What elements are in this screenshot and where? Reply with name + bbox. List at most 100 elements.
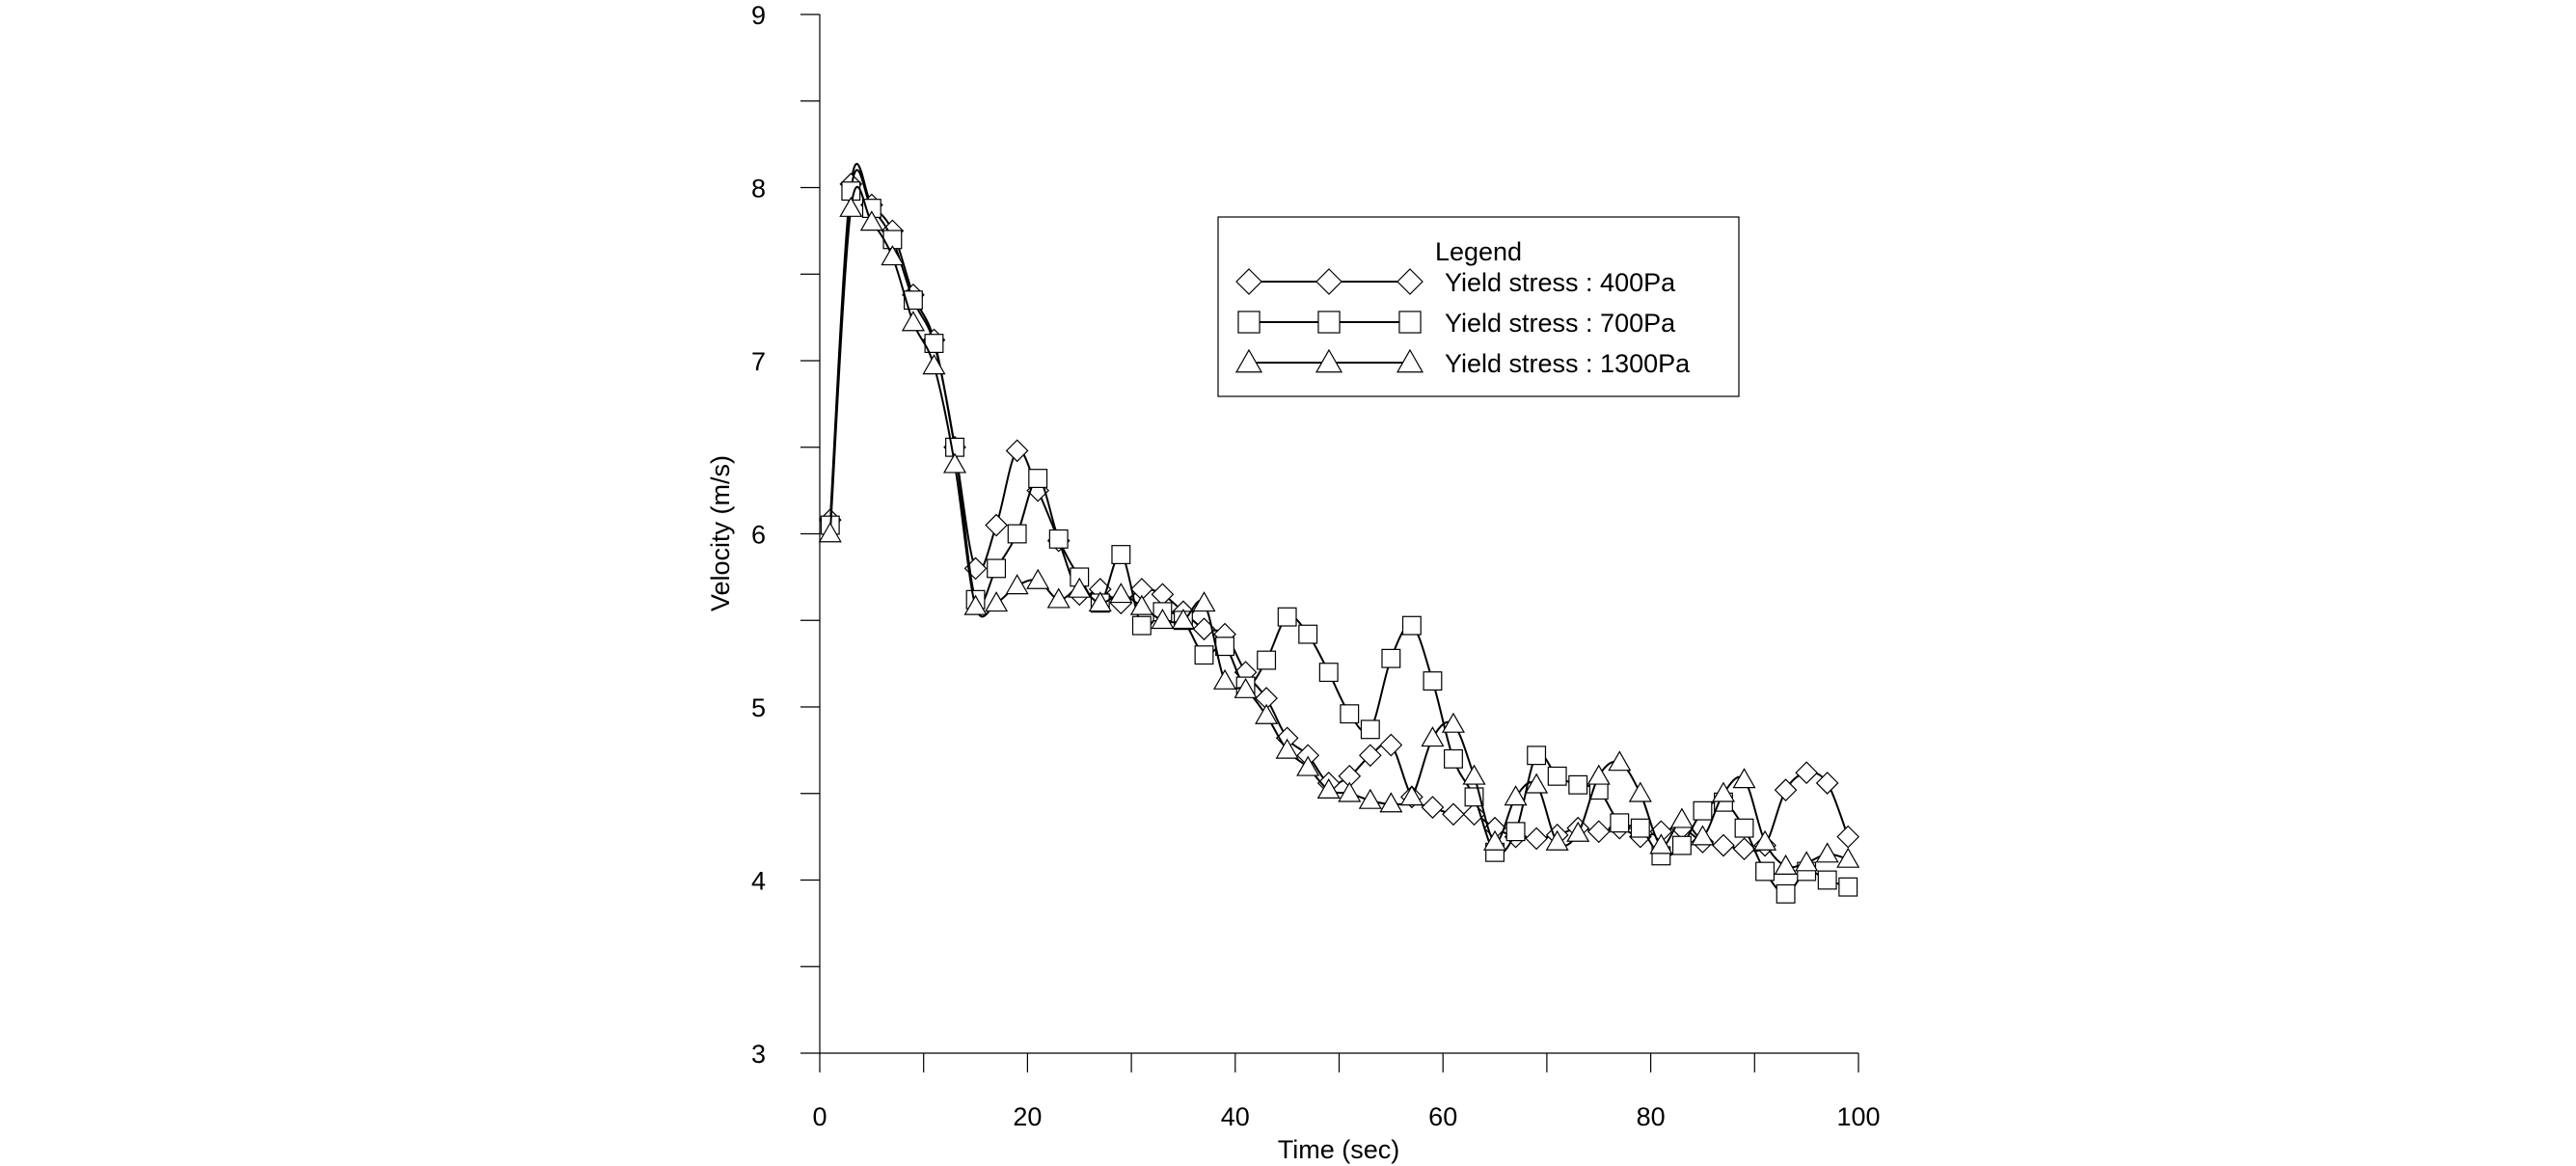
x-tick-label: 0: [812, 1102, 827, 1131]
data-point-diamond: [1525, 827, 1548, 851]
legend-marker-triangle: [1234, 348, 1263, 373]
data-point-square: [1527, 746, 1547, 766]
data-point-triangle: [1441, 712, 1466, 733]
data-point-diamond: [1795, 761, 1818, 785]
data-point-triangle: [1608, 750, 1632, 772]
y-tick-label: 3: [751, 1040, 766, 1069]
y-ticks: 3 4 5 6 7 8 9: [751, 1, 820, 1069]
data-point-diamond: [1732, 837, 1756, 861]
data-point-square: [1817, 870, 1837, 890]
legend-entry: Yield stress : 700Pa: [1237, 309, 1676, 338]
data-point-triangle: [818, 522, 842, 543]
data-point-triangle: [922, 354, 946, 375]
legend-marker-diamond: [1315, 268, 1342, 295]
legend-marker-square: [1237, 311, 1261, 334]
data-point-triangle: [1129, 594, 1153, 615]
data-point-diamond: [1836, 825, 1860, 849]
data-point-triangle: [1234, 677, 1258, 698]
legend-marker-square: [1317, 311, 1341, 334]
data-point-triangle: [859, 210, 883, 231]
data-point-triangle: [1192, 591, 1216, 612]
data-point-triangle: [1732, 768, 1756, 789]
data-point-square: [1318, 663, 1339, 683]
y-tick-label: 8: [751, 175, 766, 203]
data-point-triangle: [1462, 764, 1486, 785]
legend-marker-diamond: [1396, 268, 1424, 295]
data-point-triangle: [1836, 847, 1860, 868]
data-point-diamond: [1712, 833, 1735, 857]
x-tick-label: 40: [1221, 1102, 1250, 1131]
data-point-triangle: [1525, 773, 1549, 794]
series-triangle: [818, 185, 1860, 875]
data-point-triangle: [1358, 788, 1382, 809]
legend-marker-square: [1398, 311, 1422, 334]
data-point-triangle: [1109, 583, 1133, 604]
data-point-square: [1111, 545, 1131, 564]
data-point-square: [903, 290, 923, 311]
data-point-triangle: [1068, 577, 1092, 598]
data-point-square: [1693, 800, 1713, 821]
legend-label: Yield stress : 1300Pa: [1445, 349, 1691, 378]
data-point-triangle: [1815, 842, 1839, 863]
data-point-triangle: [1275, 738, 1299, 759]
data-point-square: [1547, 766, 1567, 786]
data-point-triangle: [1046, 587, 1071, 609]
data-point-triangle: [1711, 781, 1736, 802]
data-point-triangle: [942, 452, 967, 474]
data-point-triangle: [1379, 792, 1403, 813]
data-point-diamond: [1586, 820, 1611, 844]
legend-entry: Yield stress : 1300Pa: [1234, 348, 1691, 378]
data-point-triangle: [1399, 785, 1424, 806]
data-point-triangle: [1753, 829, 1777, 851]
data-point-triangle: [839, 196, 863, 217]
x-tick-label: 60: [1428, 1102, 1457, 1131]
data-point-triangle: [1421, 726, 1445, 747]
data-point-triangle: [1088, 591, 1112, 612]
data-point-triangle: [1005, 574, 1029, 595]
data-point-square: [1505, 822, 1526, 842]
x-tick-label: 100: [1836, 1102, 1880, 1131]
data-point-square: [1298, 624, 1318, 644]
data-point-square: [1568, 774, 1588, 795]
y-tick-label: 9: [751, 1, 766, 30]
data-point-diamond: [985, 513, 1008, 537]
data-point-square: [1776, 883, 1796, 904]
data-point-triangle: [963, 594, 988, 615]
data-point-diamond: [1442, 802, 1465, 827]
data-point-triangle: [1483, 829, 1507, 851]
data-point-square: [1028, 469, 1048, 489]
x-axis-title: Time (sec): [1278, 1135, 1400, 1164]
y-tick-label: 7: [751, 347, 766, 376]
axes: [819, 14, 1858, 1054]
data-point-triangle: [1212, 668, 1237, 690]
data-point-square: [987, 558, 1007, 579]
data-point-triangle: [1669, 807, 1694, 828]
data-point-square: [1257, 650, 1277, 670]
legend-marker-diamond: [1235, 268, 1262, 295]
legend-label: Yield stress : 400Pa: [1445, 268, 1676, 297]
data-point-diamond: [1815, 772, 1839, 795]
data-point-square: [1630, 818, 1650, 838]
data-point-diamond: [1379, 733, 1403, 757]
data-point-diamond: [1005, 439, 1029, 463]
data-point-triangle: [1151, 609, 1175, 630]
data-point-triangle: [1026, 568, 1050, 589]
data-point-square: [1671, 835, 1692, 855]
y-tick-label: 5: [751, 693, 766, 722]
data-point-square: [1838, 877, 1858, 897]
y-tick-label: 4: [751, 867, 766, 896]
data-point-triangle: [1316, 777, 1341, 800]
legend-label: Yield stress : 700Pa: [1445, 309, 1676, 338]
data-point-square: [1610, 813, 1630, 833]
data-point-triangle: [1628, 781, 1652, 802]
data-point-square: [1007, 524, 1027, 544]
data-point-square: [1277, 607, 1297, 627]
data-point-diamond: [1774, 778, 1798, 802]
legend-marker-triangle: [1315, 348, 1343, 373]
data-point-square: [1755, 861, 1776, 881]
data-point-square: [1401, 615, 1422, 636]
data-point-square: [1340, 704, 1360, 724]
data-point-square: [1734, 818, 1754, 838]
legend-marker-triangle: [1396, 348, 1424, 373]
